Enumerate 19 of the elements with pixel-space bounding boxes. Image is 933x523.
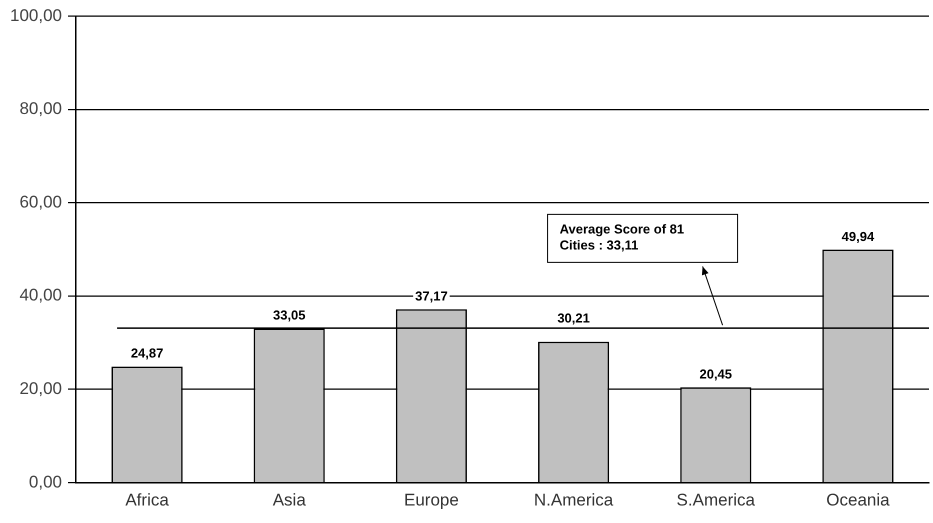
y-tick-label: 40,00 [19, 286, 62, 305]
y-tick-label: 20,00 [19, 379, 62, 398]
y-tick-label: 80,00 [19, 99, 62, 118]
data-label: 37,17 [415, 288, 448, 304]
x-tick-label: Europe [404, 490, 459, 510]
data-label: 30,21 [557, 310, 590, 326]
data-label: 24,87 [130, 346, 164, 361]
data-label: 33,05 [272, 308, 306, 323]
x-tick-label: Asia [272, 490, 306, 510]
x-tick-label: N.America [534, 490, 614, 510]
y-tick-label: 100,00 [10, 6, 62, 25]
x-tick-label: Oceania [826, 490, 890, 510]
data-label: 49,94 [842, 228, 875, 244]
y-tick-label: 0,00 [28, 472, 62, 492]
ref-line-label: Average Score of 81 Cities : 33,11 [560, 222, 684, 252]
x-tick-label: Africa [125, 490, 170, 510]
x-tick-label: S.America [676, 490, 756, 510]
y-tick-label: 60,00 [19, 192, 62, 212]
data-label: 20,45 [699, 366, 732, 382]
